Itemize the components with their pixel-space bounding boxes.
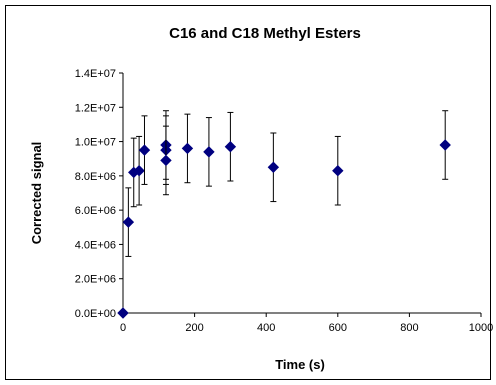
y-tick-label: 8.0E+06 — [75, 171, 116, 183]
data-point — [439, 139, 451, 151]
y-tick-label: 0.0E+00 — [75, 308, 116, 320]
data-point — [332, 165, 344, 177]
chart-title: C16 and C18 Methyl Esters — [169, 25, 361, 42]
y-axis-label: Corrected signal — [29, 142, 44, 245]
data-point — [224, 141, 237, 153]
y-tick-label: 6.0E+06 — [75, 205, 116, 217]
x-tick-label: 800 — [400, 322, 418, 334]
data-point — [267, 161, 280, 173]
data-point — [133, 165, 145, 177]
data-point — [138, 144, 151, 156]
x-axis-label: Time (s) — [275, 357, 325, 372]
y-tick-label: 1.4E+07 — [75, 68, 116, 80]
data-point — [203, 146, 215, 158]
y-tick-label: 1.2E+07 — [75, 102, 116, 114]
x-tick-label: 600 — [329, 322, 347, 334]
tick-labels: 0.0E+00 2.0E+06 4.0E+06 6.0E+06 8.0E+06 1.0E+… — [75, 68, 494, 334]
data-point — [181, 142, 194, 155]
x-tick-label: 0 — [120, 322, 126, 334]
data-marks — [117, 110, 451, 319]
x-tick-label: 1000 — [469, 322, 493, 334]
y-tick-label: 1.0E+07 — [75, 137, 116, 149]
data-point — [117, 307, 129, 319]
chart-frame — [5, 5, 491, 380]
axes — [119, 72, 482, 317]
data-point — [160, 154, 172, 167]
y-tick-label: 4.0E+06 — [75, 239, 116, 251]
x-tick-label: 200 — [185, 322, 203, 334]
data-point — [122, 216, 135, 228]
y-tick-label: 2.0E+06 — [75, 274, 116, 286]
x-tick-label: 400 — [257, 322, 275, 334]
